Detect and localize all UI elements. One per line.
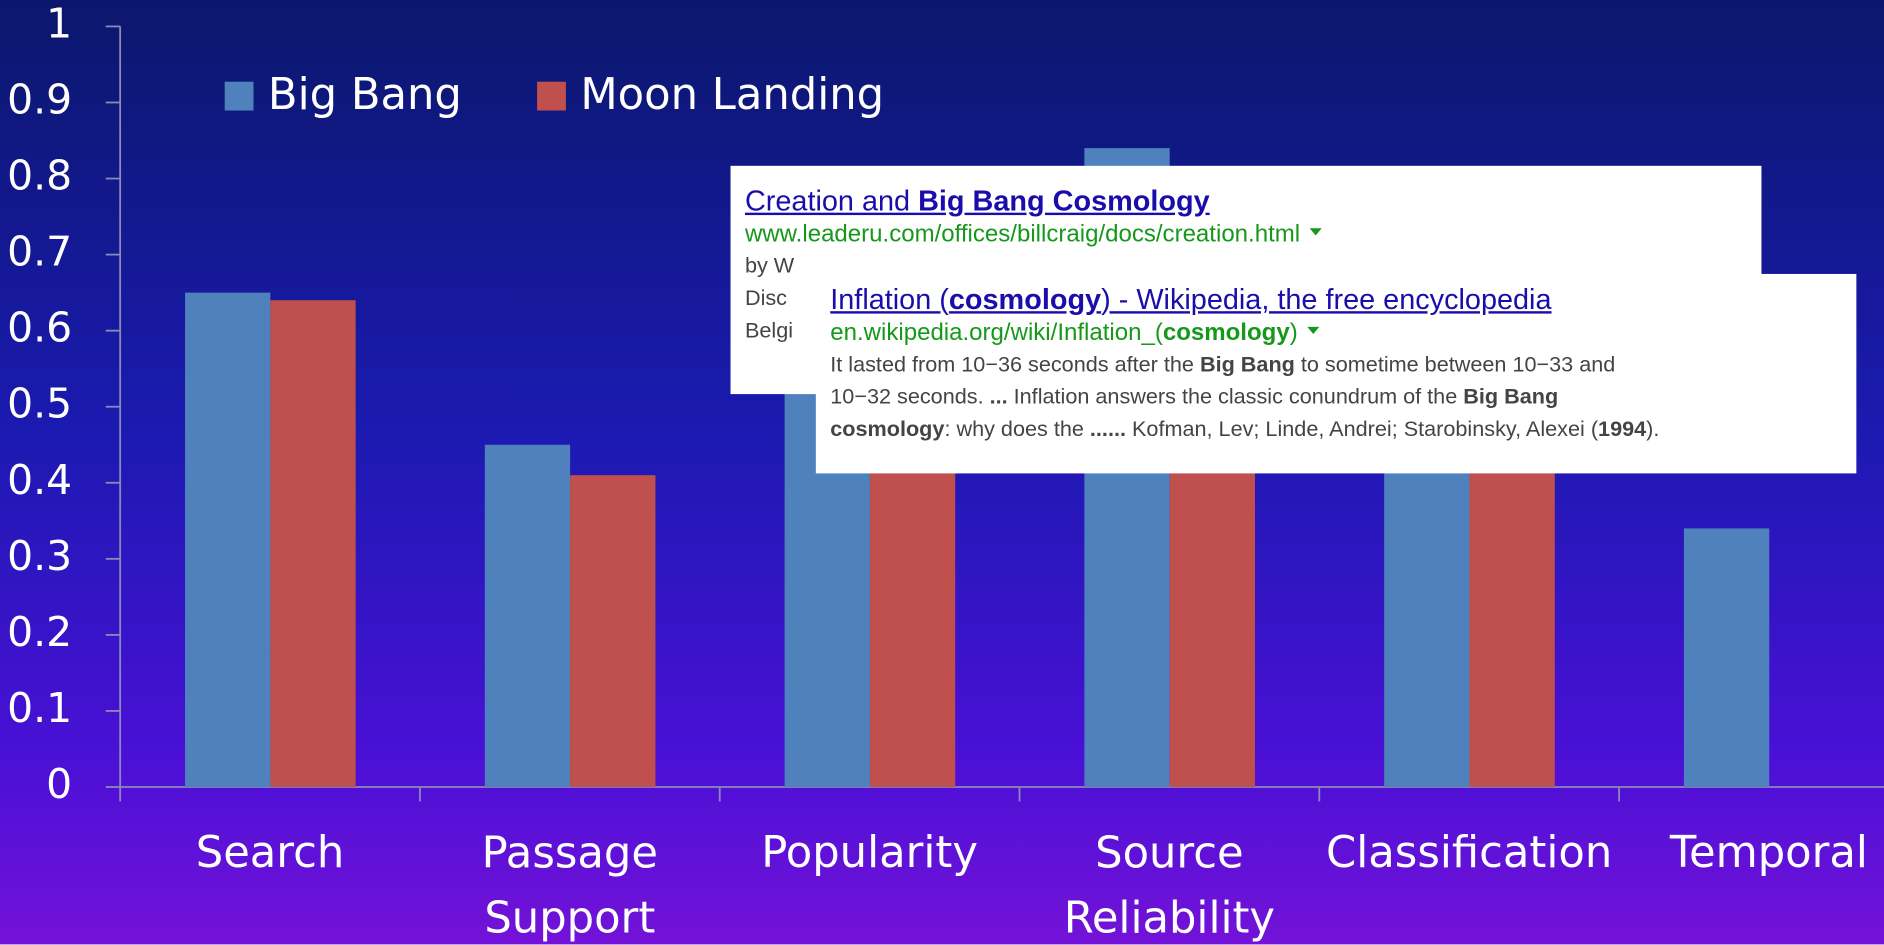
result-snippet: 10−32 seconds. ... Inflation answers the… [830, 381, 1842, 413]
text-segment: cosmology [1162, 319, 1290, 347]
text-segment: Inflation ( [830, 283, 949, 317]
text-segment: It lasted from 10−36 seconds after the [830, 352, 1200, 377]
bar [1683, 528, 1770, 788]
search-result: Inflation (cosmology) - Wikipedia, the f… [815, 273, 1857, 474]
y-tick-label: 0.7 [7, 228, 72, 276]
bar [570, 475, 656, 788]
x-tick-label: Source Reliability [1064, 828, 1275, 943]
bar [484, 444, 571, 788]
text-segment: Inflation answers the classic conundrum … [1007, 384, 1464, 409]
x-tick-label: Search [196, 828, 345, 878]
text-segment: www.leaderu.com/offices/billcraig/docs/c… [744, 221, 1301, 248]
text-segment: ... [989, 384, 1008, 409]
text-segment: 1994 [1598, 416, 1647, 441]
bar [869, 444, 956, 788]
bar [185, 292, 271, 788]
text-segment: ...... [1089, 416, 1126, 441]
text-segment: cosmology [948, 283, 1102, 317]
legend-swatch [537, 81, 566, 111]
y-tick-label: 0 [46, 760, 72, 808]
y-tick-label: 0.4 [7, 456, 72, 504]
bar [270, 300, 356, 788]
text-segment: by W [744, 253, 795, 278]
result-title[interactable]: Creation and Big Bang Cosmology [745, 185, 1747, 219]
text-segment: Big Bang Cosmology [918, 185, 1210, 218]
result-url[interactable]: en.wikipedia.org/wiki/Inflation_(cosmolo… [830, 317, 1842, 348]
result-snippet: cosmology: why does the ...... Kofman, L… [830, 413, 1842, 445]
y-tick-label: 0.3 [7, 532, 72, 580]
y-tick-label: 0.9 [7, 75, 72, 123]
result-snippet: Disc [745, 282, 1747, 314]
y-tick-label: 0.6 [7, 304, 72, 352]
y-tick-label: 1 [46, 0, 72, 47]
text-segment: en.wikipedia.org/wiki/Inflation_( [830, 319, 1163, 347]
text-segment: Disc [744, 285, 788, 310]
text-segment: ) [1289, 319, 1298, 347]
result-title[interactable]: Inflation (cosmology) - Wikipedia, the f… [830, 284, 1842, 318]
result-snippet: Belgi [745, 315, 1747, 347]
text-segment: ) - Wikipedia, the free encyclopedia [1101, 283, 1552, 317]
y-tick-label: 0.5 [7, 380, 72, 428]
text-segment: Belgi [744, 318, 794, 343]
legend-label: Moon Landing [580, 70, 884, 120]
text-segment: ). [1646, 416, 1660, 441]
text-segment: : why does the [944, 416, 1090, 441]
text-segment: Big Bang [1199, 352, 1295, 377]
result-snippet: by W [745, 250, 1747, 282]
text-segment: Kofman, Lev; Linde, Andrei; Starobinsky,… [1125, 416, 1599, 441]
legend-label: Big Bang [268, 70, 462, 120]
text-segment: to sometime between 10−33 and [1294, 352, 1616, 377]
x-tick-label: Classification [1326, 828, 1612, 878]
text-segment: Big Bang [1463, 384, 1559, 409]
x-tick-label: Popularity [761, 828, 978, 878]
result-snippet: It lasted from 10−36 seconds after the B… [830, 348, 1842, 380]
text-segment: 10−32 seconds. [830, 384, 990, 409]
legend-swatch [224, 81, 254, 111]
text-segment: Creation and [744, 185, 919, 218]
y-tick-label: 0.2 [7, 608, 72, 656]
y-tick-label: 0.1 [7, 684, 72, 732]
x-tick-label: Temporal [1669, 828, 1868, 878]
result-url[interactable]: www.leaderu.com/offices/billcraig/docs/c… [745, 219, 1747, 250]
text-segment: cosmology [830, 416, 945, 441]
x-tick-label: Passage Support [482, 828, 658, 943]
y-tick-label: 0.8 [7, 152, 72, 200]
